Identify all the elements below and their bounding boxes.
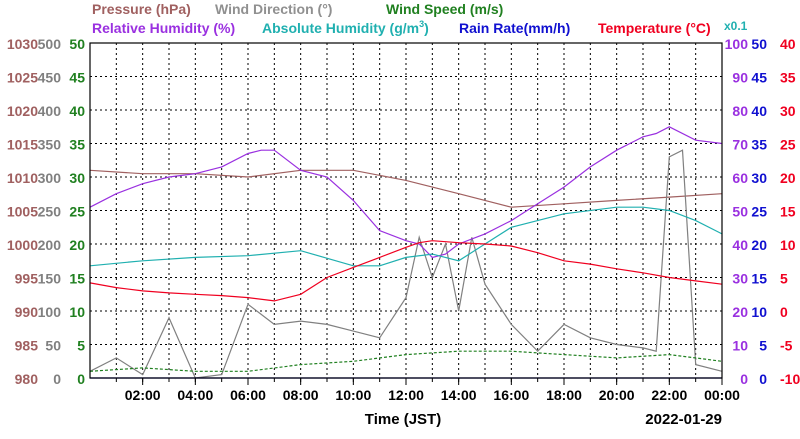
series-line: [89, 240, 723, 302]
y-tick-label: 0: [780, 304, 788, 320]
y-tick-label: 35: [751, 137, 767, 153]
y-tick-label: 30: [751, 170, 767, 186]
y-tick-label: -5: [780, 338, 793, 354]
y-tick-label: 5: [780, 271, 788, 287]
y-tick-label: 25: [69, 204, 85, 220]
y-tick-label: 40: [69, 103, 85, 119]
y-tick-label: 40: [780, 36, 796, 52]
y-tick-label: 35: [69, 137, 85, 153]
y-tick-label: 10: [751, 304, 767, 320]
y-tick-label: 200: [38, 237, 62, 253]
legend-item: Rain Rate(mm/h): [459, 20, 570, 36]
y-tick-label: 30: [69, 170, 85, 186]
y-tick-label: 400: [38, 103, 62, 119]
legend-item: Relative Humidity (%): [92, 20, 235, 36]
y-tick-label: 50: [45, 338, 61, 354]
y-tick-label: 10: [732, 338, 748, 354]
y-tick-label: -10: [780, 371, 800, 387]
y-tick-label: 10: [69, 304, 85, 320]
y-tick-label: 40: [751, 103, 767, 119]
y-tick-label: 980: [15, 371, 39, 387]
y-tick-label: 20: [751, 237, 767, 253]
y-tick-label: 150: [38, 271, 62, 287]
y-tick-label: 350: [38, 137, 62, 153]
y-tick-label: 995: [15, 271, 39, 287]
y-tick-label: 60: [732, 170, 748, 186]
grid: [90, 43, 722, 378]
y-tick-label: 30: [732, 271, 748, 287]
x-tick-label: 18:00: [546, 387, 582, 403]
y-tick-label: 40: [732, 237, 748, 253]
y-tick-label: 20: [69, 237, 85, 253]
y-tick-label: 1010: [7, 170, 38, 186]
y-tick-label: 20: [780, 170, 796, 186]
x-axis: 02:00 04:00 06:00 08:00 10:00 12:00 14:00 16:00…: [115, 378, 740, 403]
y-tick-label: 35: [780, 70, 796, 86]
x-tick-label: 10:00: [335, 387, 371, 403]
y-tick-label: 5: [77, 338, 85, 354]
legend-item: Pressure (hPa): [92, 1, 191, 17]
x-tick-label: 12:00: [388, 387, 424, 403]
y-axes: 1030102510201015101010051000995990985980…: [7, 36, 800, 387]
x-tick-label: 20:00: [599, 387, 635, 403]
multiplier-label: x0.1: [724, 19, 748, 33]
series-line: [89, 206, 723, 267]
x-tick-label: 06:00: [230, 387, 266, 403]
y-tick-label: 1025: [7, 70, 38, 86]
x-tick-label: 02:00: [125, 387, 161, 403]
y-tick-label: 1020: [7, 103, 38, 119]
y-tick-label: 1005: [7, 204, 38, 220]
y-tick-label: 15: [751, 271, 767, 287]
y-tick-label: 45: [751, 70, 767, 86]
date-label: 2022-01-29: [645, 411, 722, 428]
y-tick-label: 1015: [7, 137, 38, 153]
y-tick-label: 0: [77, 371, 85, 387]
y-tick-label: 5: [759, 338, 767, 354]
y-tick-label: 50: [751, 36, 767, 52]
legend-item: Wind Speed (m/s): [386, 1, 503, 17]
x-tick-label: 22:00: [651, 387, 687, 403]
y-tick-label: 50: [69, 36, 85, 52]
legend: Pressure (hPa) Wind Direction (°) Wind Spe…: [92, 1, 748, 36]
y-tick-label: 0: [740, 371, 748, 387]
y-tick-label: 0: [759, 371, 767, 387]
y-tick-label: 1000: [7, 237, 38, 253]
y-tick-label: 90: [732, 70, 748, 86]
y-tick-label: 450: [38, 70, 62, 86]
y-tick-label: 500: [38, 36, 62, 52]
y-tick-label: 20: [732, 304, 748, 320]
x-tick-label: 16:00: [493, 387, 529, 403]
x-tick-label: 08:00: [283, 387, 319, 403]
y-tick-label: 0: [53, 371, 61, 387]
y-tick-label: 25: [751, 204, 767, 220]
y-tick-label: 15: [69, 271, 85, 287]
y-tick-label: 30: [780, 103, 796, 119]
y-tick-label: 50: [732, 204, 748, 220]
y-tick-label: 45: [69, 70, 85, 86]
series-line: [89, 149, 723, 379]
y-tick-label: 70: [732, 137, 748, 153]
legend-item: Wind Direction (°): [215, 1, 332, 17]
y-tick-label: 100: [38, 304, 62, 320]
y-tick-label: 100: [725, 36, 749, 52]
series-line: [89, 350, 723, 372]
y-tick-label: 15: [780, 204, 796, 220]
legend-item: Temperature (°C): [598, 20, 711, 36]
x-tick-label: 14:00: [441, 387, 477, 403]
y-tick-label: 985: [15, 338, 39, 354]
x-axis-label: Time (JST): [365, 411, 441, 428]
y-tick-label: 300: [38, 170, 62, 186]
y-tick-label: 250: [38, 204, 62, 220]
y-tick-label: 80: [732, 103, 748, 119]
y-tick-label: 25: [780, 137, 796, 153]
series-line: [89, 126, 723, 259]
legend-item: Absolute Humidity (g/m3): [262, 19, 429, 36]
x-tick-label: 00:00: [704, 387, 740, 403]
y-tick-label: 1030: [7, 36, 38, 52]
x-tick-label: 04:00: [177, 387, 213, 403]
y-tick-label: 10: [780, 237, 796, 253]
y-tick-label: 990: [15, 304, 39, 320]
